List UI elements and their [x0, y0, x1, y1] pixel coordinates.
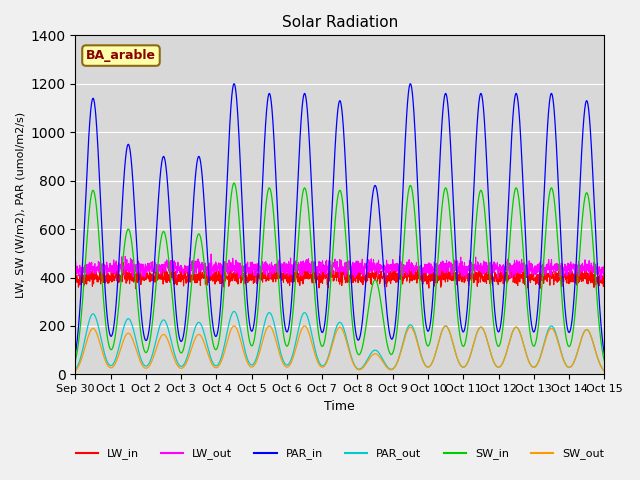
LW_out [593, 268, 601, 274]
PAR_out [124, 316, 132, 322]
SW_in [239, 266, 246, 272]
Line: PAR_in: PAR_in [76, 84, 604, 354]
PAR_out [372, 348, 380, 353]
SW_out [124, 330, 132, 336]
SW_in [230, 180, 238, 186]
SW_in [124, 226, 132, 232]
SW_in [499, 324, 507, 330]
Text: BA_arable: BA_arable [86, 49, 156, 62]
SW_out [600, 368, 608, 374]
Line: SW_in: SW_in [76, 183, 604, 360]
Line: SW_out: SW_out [76, 326, 604, 371]
X-axis label: Time: Time [324, 400, 355, 413]
SW_out [593, 353, 601, 359]
PAR_in [529, 328, 537, 334]
SW_out [72, 368, 79, 374]
LW_in [372, 270, 380, 276]
LW_out [72, 263, 79, 269]
PAR_out [600, 368, 608, 374]
LW_in [600, 277, 608, 283]
Title: Solar Radiation: Solar Radiation [282, 15, 398, 30]
PAR_out [529, 364, 537, 370]
SW_in [72, 358, 79, 363]
LW_in [72, 276, 79, 282]
LW_out [124, 265, 132, 271]
LW_out [600, 268, 608, 274]
Line: LW_out: LW_out [76, 254, 604, 280]
LW_out [529, 270, 537, 276]
LW_in [593, 278, 601, 284]
PAR_in [499, 300, 507, 305]
SW_in [600, 358, 608, 363]
PAR_in [372, 183, 380, 189]
LW_in [125, 273, 132, 278]
PAR_out [239, 337, 246, 343]
SW_out [372, 351, 380, 357]
PAR_in [124, 142, 132, 147]
PAR_out [72, 367, 79, 372]
LW_in [499, 281, 507, 287]
Line: PAR_out: PAR_out [76, 312, 604, 371]
PAR_in [72, 351, 79, 357]
Y-axis label: LW, SW (W/m2), PAR (umol/m2/s): LW, SW (W/m2), PAR (umol/m2/s) [15, 112, 25, 298]
PAR_in [230, 81, 238, 86]
LW_out [207, 251, 215, 257]
LW_in [132, 286, 140, 291]
SW_out [529, 364, 537, 370]
PAR_in [600, 351, 608, 357]
PAR_out [499, 360, 507, 365]
PAR_out [230, 309, 238, 314]
LW_out [372, 264, 380, 269]
Line: LW_in: LW_in [76, 263, 604, 288]
LW_in [239, 277, 246, 283]
PAR_in [239, 212, 246, 217]
LW_in [529, 272, 537, 278]
SW_in [372, 277, 380, 283]
LW_out [239, 263, 246, 269]
LW_out [499, 266, 507, 272]
PAR_out [593, 353, 601, 359]
SW_in [593, 296, 601, 302]
SW_out [499, 360, 507, 365]
SW_out [301, 323, 308, 329]
PAR_in [593, 258, 601, 264]
Legend: LW_in, LW_out, PAR_in, PAR_out, SW_in, SW_out: LW_in, LW_out, PAR_in, PAR_out, SW_in, S… [71, 444, 609, 464]
LW_out [597, 277, 605, 283]
LW_in [120, 260, 127, 265]
SW_out [239, 344, 246, 350]
SW_in [529, 343, 537, 348]
